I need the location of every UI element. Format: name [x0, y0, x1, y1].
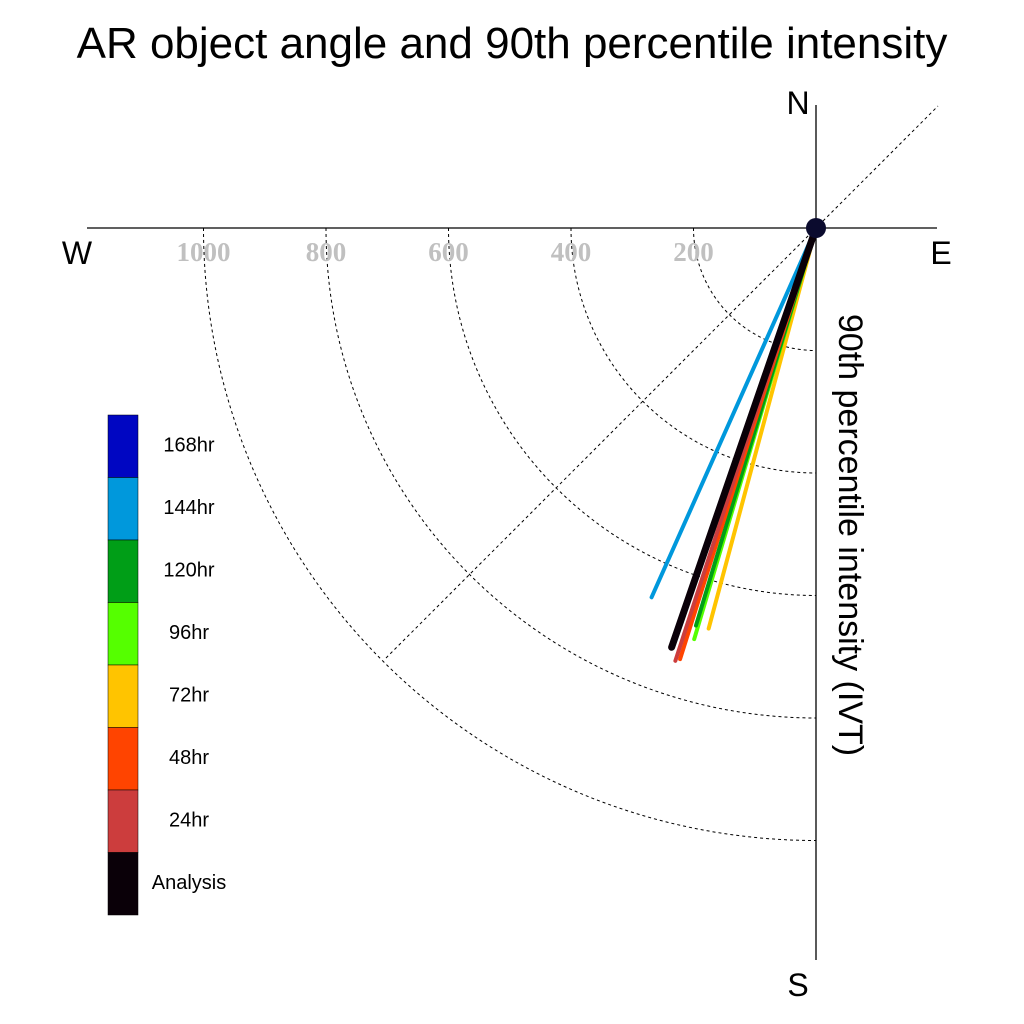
- legend-swatch-120hr: [107, 539, 139, 603]
- compass-east: E: [930, 235, 951, 271]
- legend-swatch-96hr: [107, 602, 139, 666]
- grid-ring-800: [325, 227, 817, 719]
- legend-swatch-48hr: [107, 727, 139, 791]
- grid-ring-200: [693, 227, 817, 351]
- radial-axis-label: 90th percentile intensity (IVT): [831, 314, 869, 756]
- radial-tick-600: 600: [428, 237, 469, 267]
- grid-ring-1000: [203, 227, 817, 841]
- series-lines: [649, 224, 820, 663]
- legend-label-168hr: 168hr: [163, 435, 214, 457]
- legend-swatch-24hr: [107, 789, 139, 853]
- compass-north: N: [786, 85, 809, 121]
- series-line-analysis: [668, 224, 820, 651]
- chart-title: AR object angle and 90th percentile inte…: [77, 19, 948, 68]
- origin-marker: [806, 218, 826, 238]
- legend: 168hr 144hr 120hr 96hr 72hr 48hr 24hr Analysis: [107, 414, 226, 916]
- legend-label-analysis: Analysis: [152, 872, 226, 894]
- legend-label-144hr: 144hr: [163, 497, 214, 519]
- legend-label-48hr: 48hr: [169, 747, 209, 769]
- compass-south: S: [787, 967, 808, 1003]
- legend-swatch-72hr: [107, 664, 139, 728]
- radial-tick-1000: 1000: [177, 237, 231, 267]
- radial-tick-400: 400: [551, 237, 592, 267]
- legend-swatch-144hr: [107, 477, 139, 541]
- diagonal-reference: [385, 105, 939, 659]
- radial-tick-200: 200: [673, 237, 714, 267]
- legend-swatch-168hr: [107, 414, 139, 478]
- series-line-144hr: [649, 226, 818, 600]
- compass-west: W: [62, 235, 93, 271]
- radial-tick-labels: 1000 800 600 400 200: [177, 237, 714, 267]
- legend-label-24hr: 24hr: [169, 810, 209, 832]
- compass-axes: [87, 105, 939, 960]
- legend-label-120hr: 120hr: [163, 560, 214, 582]
- grid-ring-400: [570, 227, 817, 474]
- legend-label-96hr: 96hr: [169, 622, 209, 644]
- legend-label-72hr: 72hr: [169, 685, 209, 707]
- legend-swatch-analysis: [107, 852, 139, 916]
- radial-tick-800: 800: [306, 237, 347, 267]
